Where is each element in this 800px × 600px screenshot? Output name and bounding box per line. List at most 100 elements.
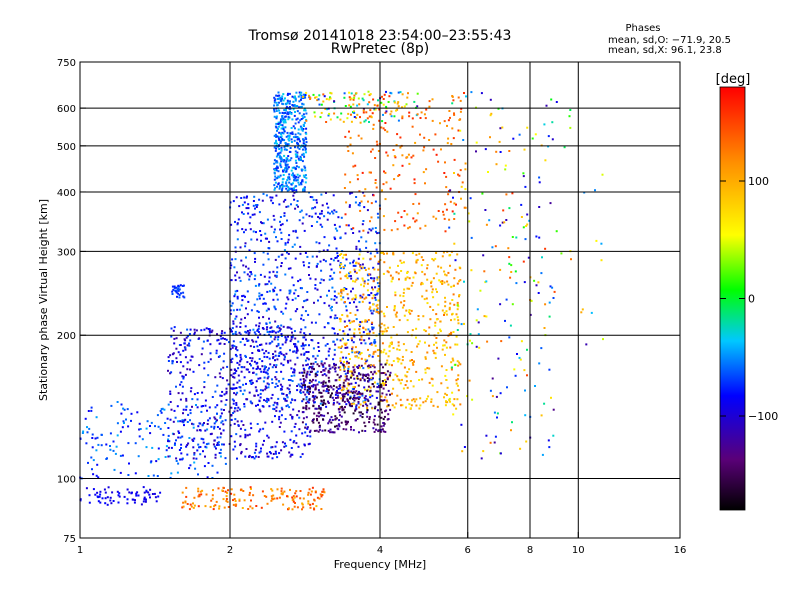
scatter-point	[312, 355, 315, 358]
scatter-point	[406, 371, 409, 373]
scatter-point	[333, 362, 335, 365]
scatter-point	[223, 352, 226, 355]
scatter-point	[300, 353, 303, 356]
scatter-point	[348, 272, 351, 275]
scatter-point	[266, 502, 269, 505]
scatter-point	[282, 120, 285, 123]
scatter-point	[339, 295, 342, 298]
scatter-point	[276, 104, 279, 107]
scatter-point	[348, 204, 351, 207]
scatter-point	[228, 341, 230, 344]
scatter-point	[260, 239, 262, 242]
scatter-point	[297, 128, 300, 131]
scatter-point	[345, 428, 348, 431]
scatter-point	[188, 508, 191, 511]
scatter-point	[257, 456, 260, 458]
scatter-point	[196, 429, 199, 432]
scatter-point	[358, 406, 361, 409]
scatter-point	[382, 103, 385, 106]
scatter-point	[304, 344, 307, 347]
scatter-point	[358, 396, 361, 399]
scatter-point	[302, 367, 305, 370]
scatter-point	[247, 267, 250, 270]
scatter-point	[162, 433, 165, 436]
scatter-point	[342, 267, 345, 270]
scatter-point	[271, 446, 274, 449]
scatter-point	[433, 343, 435, 346]
scatter-point	[147, 491, 150, 494]
scatter-point	[435, 318, 438, 321]
scatter-point	[419, 397, 422, 400]
scatter-point	[244, 455, 247, 458]
scatter-point	[236, 381, 239, 384]
scatter-point	[312, 399, 315, 402]
scatter-point	[196, 392, 199, 394]
scatter-point	[449, 200, 452, 203]
scatter-point	[453, 112, 455, 115]
scatter-point	[287, 143, 290, 146]
scatter-point	[117, 494, 120, 497]
scatter-point	[343, 332, 346, 335]
scatter-point	[234, 407, 237, 410]
scatter-point	[268, 317, 270, 320]
scatter-point	[339, 375, 342, 378]
scatter-point	[419, 227, 422, 230]
scatter-point	[376, 104, 379, 107]
scatter-point	[329, 315, 332, 318]
scatter-point	[444, 300, 447, 303]
scatter-point	[361, 263, 364, 266]
scatter-point	[346, 372, 349, 374]
scatter-point	[303, 125, 305, 127]
scatter-point	[381, 95, 383, 98]
scatter-point	[364, 401, 367, 404]
scatter-point	[305, 151, 307, 154]
scatter-point	[236, 420, 239, 423]
scatter-point	[304, 426, 307, 429]
colorbar-label: [deg]	[716, 72, 751, 87]
scatter-point	[345, 423, 348, 426]
scatter-point	[119, 454, 122, 457]
scatter-point	[350, 428, 352, 431]
scatter-point	[258, 350, 261, 352]
scatter-point	[184, 418, 187, 421]
scatter-point	[488, 219, 491, 222]
scatter-point	[345, 253, 347, 256]
scatter-point	[347, 297, 350, 300]
scatter-point	[217, 338, 220, 341]
scatter-point	[231, 258, 234, 261]
scatter-point	[245, 368, 248, 371]
scatter-point	[458, 280, 461, 283]
scatter-point	[551, 121, 554, 124]
scatter-point	[339, 360, 342, 363]
scatter-point	[376, 292, 379, 295]
scatter-point	[511, 192, 514, 195]
scatter-point	[304, 166, 307, 169]
scatter-point	[312, 198, 315, 201]
scatter-point	[550, 396, 552, 399]
scatter-point	[216, 339, 219, 342]
scatter-point	[296, 414, 299, 417]
scatter-point	[293, 505, 296, 508]
scatter-point	[325, 357, 328, 360]
scatter-point	[174, 442, 176, 445]
scatter-point	[167, 446, 170, 449]
scatter-point	[414, 220, 417, 223]
scatter-point	[335, 247, 338, 250]
scatter-point	[285, 170, 288, 173]
scatter-point	[336, 252, 339, 255]
scatter-point	[246, 434, 249, 437]
scatter-point	[233, 266, 236, 269]
scatter-point	[300, 168, 303, 171]
scatter-point	[324, 384, 327, 387]
scatter-point	[418, 202, 421, 205]
scatter-point	[370, 292, 373, 295]
scatter-point	[404, 277, 407, 280]
scatter-point	[298, 100, 301, 103]
scatter-point	[296, 110, 299, 113]
scatter-point	[524, 389, 526, 392]
scatter-point	[367, 374, 370, 377]
scatter-point	[332, 327, 335, 330]
scatter-point	[494, 435, 497, 438]
scatter-point	[367, 200, 369, 203]
